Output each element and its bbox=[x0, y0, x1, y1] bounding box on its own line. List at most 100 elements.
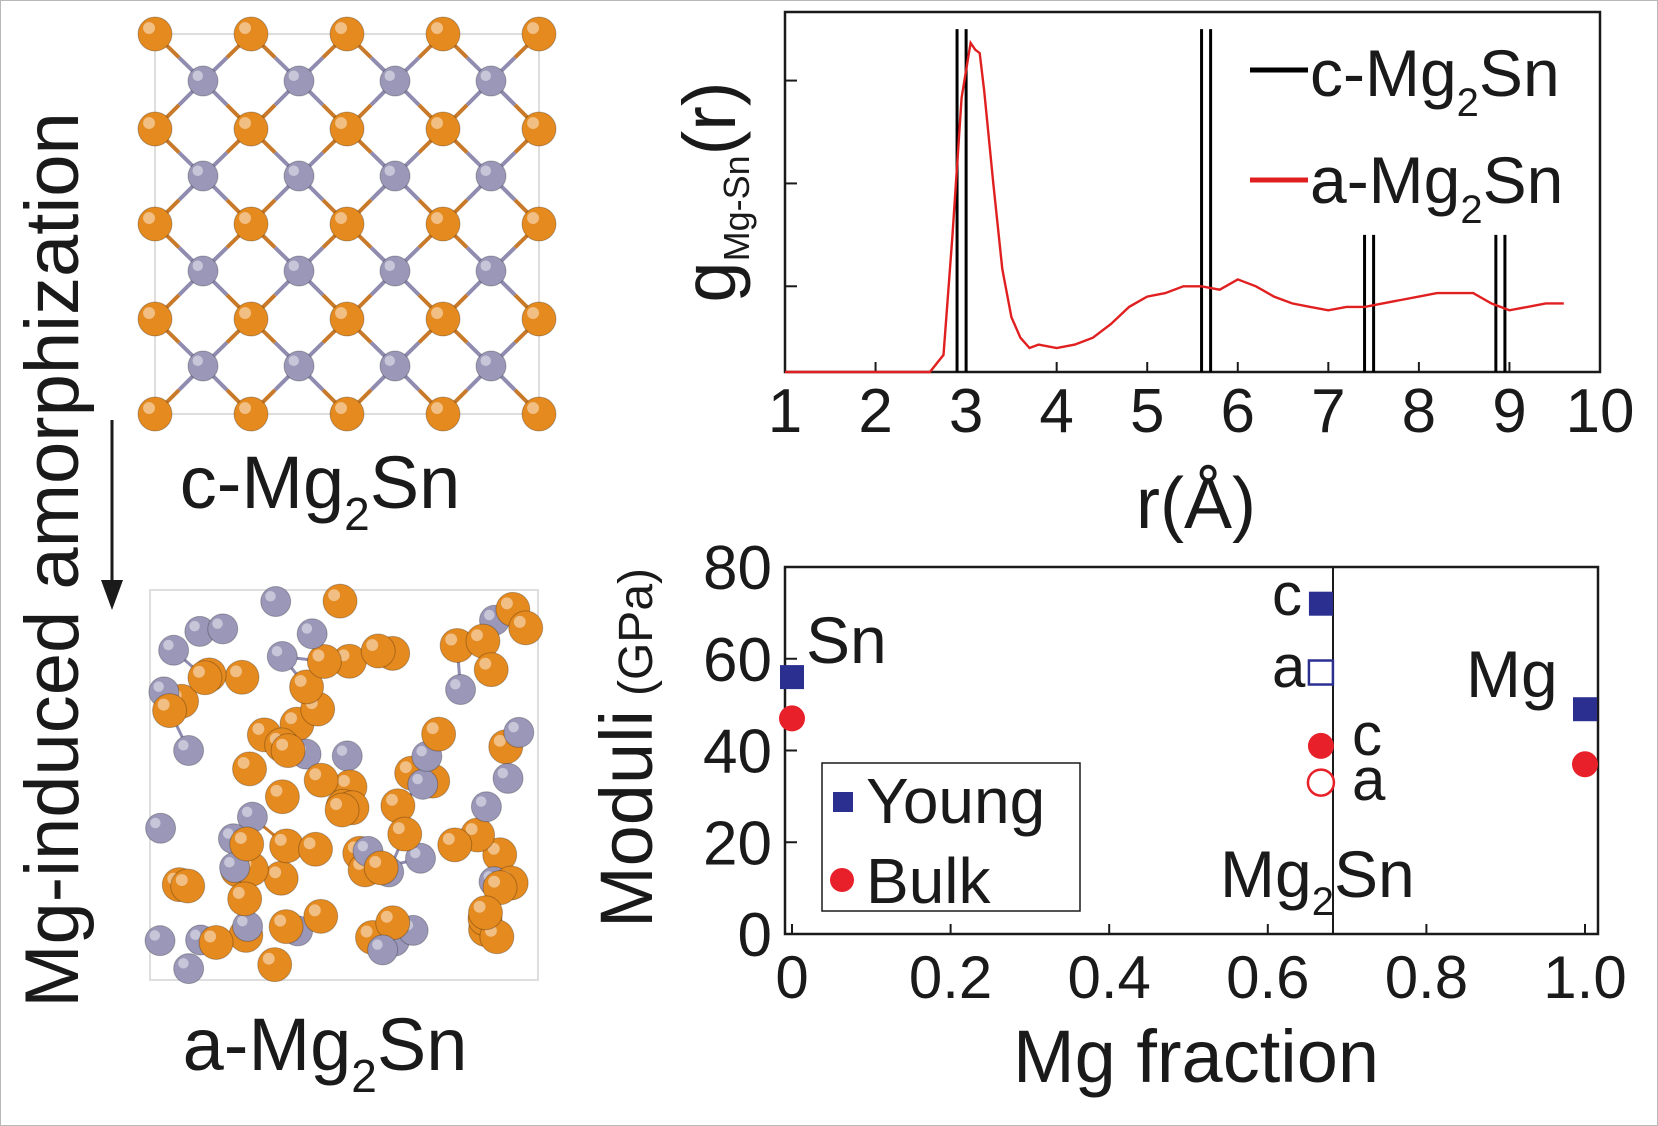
moduli-legend-bulk: Bulk bbox=[866, 845, 992, 917]
moduli-x-tick-label: 0.8 bbox=[1385, 944, 1468, 1011]
gr-plot-frame bbox=[783, 10, 1602, 374]
sn-atom bbox=[137, 396, 173, 432]
gr-legend-amorphous: a-Mg2Sn bbox=[1310, 143, 1563, 232]
sn-atom-highlight bbox=[274, 914, 287, 927]
gr-crystalline-peaks bbox=[955, 29, 1507, 372]
sn-atom bbox=[270, 733, 306, 769]
mg-atom bbox=[379, 350, 411, 382]
mg-atom-highlight bbox=[384, 165, 395, 176]
mg-atom-highlight bbox=[384, 355, 395, 366]
moduli-x-tick-label: 0.2 bbox=[909, 944, 992, 1011]
sn-atom-highlight bbox=[230, 665, 242, 678]
gr-y-axis-label: gMg-Sn(r) bbox=[668, 81, 757, 302]
mg-atom bbox=[283, 65, 315, 97]
sn-atom bbox=[137, 16, 173, 52]
mg-atom-highlight bbox=[237, 915, 248, 927]
sn-atom bbox=[233, 301, 269, 337]
sn-atom-highlight bbox=[471, 629, 483, 642]
mg-atom-highlight bbox=[288, 355, 299, 366]
moduli-x-ticks: 0 0.2 0.4 0.6 0.8 1.0 bbox=[775, 924, 1627, 1011]
sn-atom-highlight bbox=[239, 117, 251, 129]
young-point bbox=[1307, 659, 1335, 686]
sn-atom-highlight bbox=[285, 712, 297, 725]
mg-atom-highlight bbox=[357, 840, 369, 852]
sn-atom-highlight bbox=[232, 886, 245, 899]
side-label: Mg-induced amorphization bbox=[10, 112, 95, 1008]
mg-atom bbox=[503, 716, 535, 748]
annotation-young-c: c bbox=[1272, 561, 1302, 628]
gr-x-tick-label: 1 bbox=[768, 377, 802, 446]
mg-atom bbox=[331, 740, 363, 772]
mg-atom bbox=[173, 953, 205, 985]
mg-atom bbox=[283, 160, 315, 192]
amorphous-structure bbox=[144, 583, 544, 985]
mg-atom bbox=[296, 618, 328, 650]
mg-atom-highlight bbox=[480, 355, 491, 366]
moduli-x-tick-label: 1.0 bbox=[1543, 944, 1626, 1011]
moduli-x-tick-label: 0.6 bbox=[1226, 944, 1309, 1011]
sn-atom-highlight bbox=[143, 117, 155, 129]
mg-atom bbox=[379, 65, 411, 97]
sn-atom bbox=[521, 301, 557, 337]
sn-atom bbox=[425, 206, 461, 242]
sn-atom-highlight bbox=[487, 842, 500, 855]
sn-atom bbox=[329, 301, 365, 337]
moduli-y-tick-label: 40 bbox=[703, 718, 772, 787]
mg-atom-highlight bbox=[384, 260, 395, 271]
moduli-y-ticks: 0 20 40 60 80 bbox=[703, 534, 797, 970]
mg-atom-highlight bbox=[497, 767, 509, 779]
sn-atom-highlight bbox=[386, 793, 398, 806]
mg-atom bbox=[145, 812, 177, 844]
sn-atom bbox=[257, 947, 293, 983]
sn-atom bbox=[329, 206, 365, 242]
moduli-x-tick-label: 0.4 bbox=[1067, 944, 1150, 1011]
sn-atom bbox=[425, 111, 461, 147]
sn-atom-highlight bbox=[500, 597, 513, 610]
mg-atom-highlight bbox=[149, 930, 161, 941]
sn-atom-highlight bbox=[335, 117, 347, 129]
annotation-mg2sn: Mg2Sn bbox=[1220, 837, 1415, 924]
sn-atom-highlight bbox=[527, 307, 539, 319]
sn-atom-highlight bbox=[488, 875, 501, 888]
mg-atom bbox=[187, 255, 219, 287]
sn-atom-highlight bbox=[338, 774, 350, 787]
sn-atom bbox=[425, 396, 461, 432]
mg-atom-highlight bbox=[178, 958, 189, 969]
sn-atom bbox=[198, 924, 234, 960]
sn-atom bbox=[421, 716, 457, 752]
moduli-legend-young: Young bbox=[866, 765, 1045, 837]
sn-atom bbox=[303, 898, 339, 934]
sn-atom bbox=[233, 16, 269, 52]
sn-atom bbox=[170, 868, 206, 904]
sn-atom-highlight bbox=[193, 665, 205, 678]
gr-x-axis-label: r(Å) bbox=[1136, 464, 1256, 544]
sn-atom-highlight bbox=[143, 22, 155, 34]
sn-atom-highlight bbox=[276, 738, 289, 751]
annotation-sn: Sn bbox=[806, 603, 887, 677]
gr-x-tick-label: 3 bbox=[949, 377, 983, 446]
gr-y-ticks bbox=[785, 79, 797, 288]
mg-atom bbox=[266, 640, 298, 672]
mg-atom-highlight bbox=[288, 260, 299, 271]
sn-atom bbox=[425, 301, 461, 337]
mg-atom bbox=[144, 925, 176, 957]
sn-atom bbox=[268, 909, 304, 945]
mg-atom-highlight bbox=[265, 591, 276, 602]
gr-legend: c-Mg2Sn a-Mg2Sn bbox=[1250, 36, 1563, 232]
sn-atom-highlight bbox=[270, 784, 283, 797]
sn-atom-highlight bbox=[442, 832, 455, 845]
sn-atom bbox=[137, 111, 173, 147]
moduli-x-axis-label: Mg fraction bbox=[1013, 1015, 1379, 1098]
mg-atom bbox=[379, 160, 411, 192]
mg-atom-highlight bbox=[480, 70, 491, 81]
mg-atom bbox=[187, 350, 219, 382]
young-point bbox=[780, 665, 804, 690]
gr-legend-crystal: c-Mg2Sn bbox=[1310, 36, 1560, 125]
sn-atom bbox=[137, 206, 173, 242]
sn-atom bbox=[233, 206, 269, 242]
bulk-point bbox=[1307, 732, 1334, 759]
sn-atom-highlight bbox=[157, 698, 170, 711]
sn-atom bbox=[224, 659, 260, 695]
gr-x-tick-label: 9 bbox=[1492, 377, 1526, 446]
